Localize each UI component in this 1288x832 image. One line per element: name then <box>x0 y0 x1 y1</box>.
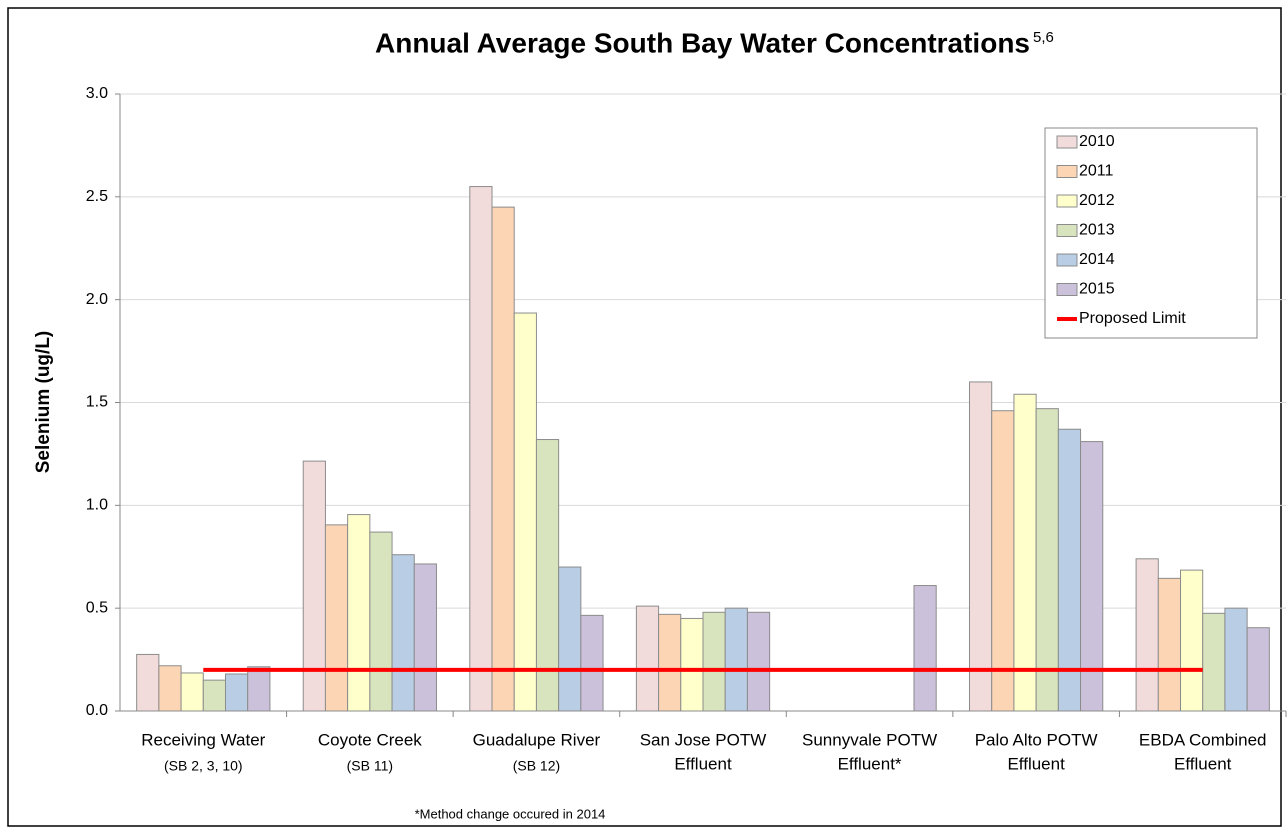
x-tick-label: (SB 11) <box>347 758 393 774</box>
legend-label: 2013 <box>1079 222 1115 239</box>
bar <box>302 460 326 712</box>
bar <box>136 653 160 712</box>
legend-swatch <box>1056 165 1078 178</box>
legend-label: 2015 <box>1079 281 1115 298</box>
bar <box>224 673 249 712</box>
bar <box>658 613 682 712</box>
legend-box <box>1044 127 1258 339</box>
bar <box>1135 558 1159 712</box>
y-tick-label: 0.0 <box>86 702 108 719</box>
x-tick-label: EBDA Combined <box>1139 730 1267 749</box>
y-axis-label: Selenium (ug/L) <box>33 331 54 474</box>
bar <box>1080 441 1104 712</box>
bar <box>1246 627 1270 712</box>
legend-label: Proposed Limit <box>1079 310 1186 327</box>
bar <box>180 672 204 712</box>
legend-label: 2014 <box>1079 251 1115 268</box>
x-tick-label: Coyote Creek <box>318 730 422 749</box>
legend-label: 2010 <box>1079 133 1115 150</box>
bar <box>1224 607 1248 712</box>
bar <box>1013 393 1037 712</box>
y-tick-label: 2.5 <box>86 188 108 205</box>
bar <box>158 665 182 712</box>
legend-swatch <box>1056 135 1078 149</box>
x-tick-label: Palo Alto POTW <box>975 730 1098 749</box>
y-tick-label: 2.0 <box>86 291 108 308</box>
y-tick-label: 1.5 <box>86 394 108 411</box>
bar <box>991 410 1015 712</box>
x-tick-label: (SB 2, 3, 10) <box>164 758 243 774</box>
x-tick-label: Effluent <box>1174 754 1232 773</box>
x-tick-label: (SB 12) <box>513 758 560 774</box>
x-tick-label: Guadalupe River <box>473 730 601 749</box>
bar <box>469 186 493 712</box>
footnote: *Method change occured in 2014 <box>415 806 606 821</box>
x-tick-label: Effluent <box>1007 754 1065 773</box>
bar <box>1035 408 1059 712</box>
bar <box>1180 569 1204 712</box>
bar <box>558 566 582 712</box>
title-superscript: 5,6 <box>1033 29 1054 46</box>
bar <box>247 666 271 712</box>
bar <box>491 206 515 712</box>
y-tick-label: 1.0 <box>86 497 108 514</box>
legend-swatch <box>1056 194 1078 208</box>
legend-label: 2012 <box>1079 192 1115 209</box>
bar <box>369 531 393 712</box>
legend-swatch <box>1056 224 1078 237</box>
x-tick-label: Effluent <box>674 754 732 773</box>
bar <box>746 611 771 712</box>
y-tick-label: 3.0 <box>86 85 108 102</box>
x-tick-label: Effluent* <box>838 754 902 773</box>
legend-swatch <box>1056 283 1078 296</box>
bar <box>913 585 937 712</box>
bar <box>724 607 748 712</box>
bar <box>391 554 415 712</box>
bar <box>702 611 726 712</box>
legend-label: 2011 <box>1079 163 1114 180</box>
bar <box>413 563 437 712</box>
bar <box>1157 577 1182 712</box>
bar <box>324 524 349 712</box>
bar <box>1202 612 1226 712</box>
bar <box>580 614 604 712</box>
bar <box>513 312 537 712</box>
x-tick-label: Sunnyvale POTW <box>802 730 937 749</box>
x-tick-label: Receiving Water <box>141 730 265 749</box>
y-tick-label: 0.5 <box>86 599 108 616</box>
legend-swatch <box>1056 253 1078 267</box>
bar <box>202 679 226 712</box>
x-tick-label: San Jose POTW <box>640 730 767 749</box>
bar <box>347 514 371 712</box>
bar <box>680 617 704 712</box>
chart-title: Annual Average South Bay Water Concentra… <box>375 27 1030 58</box>
bar <box>969 381 993 712</box>
bar <box>635 605 660 712</box>
